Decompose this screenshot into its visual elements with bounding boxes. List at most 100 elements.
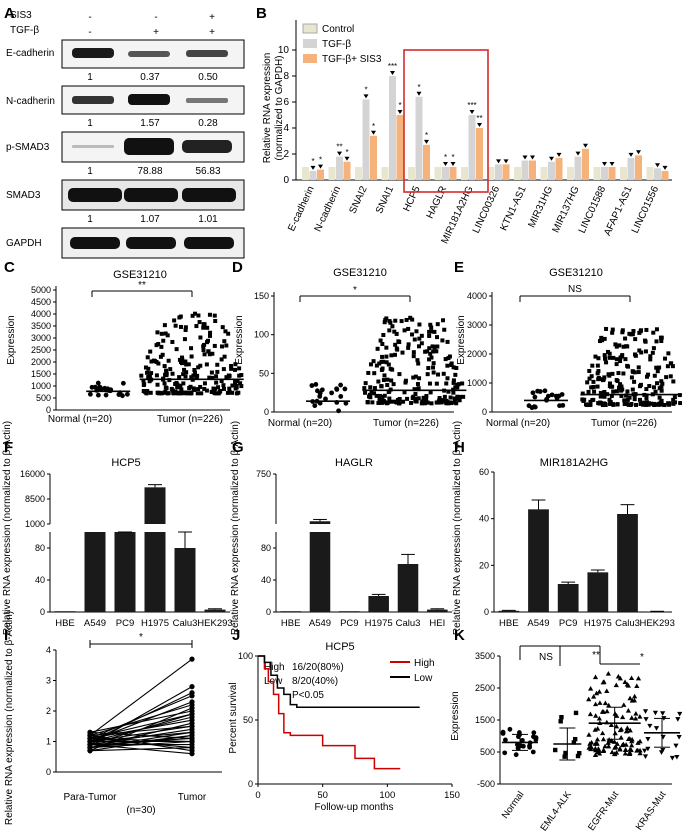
- blot-value: 1.57: [140, 118, 160, 129]
- c-plot-point-tumor: [164, 373, 169, 378]
- c-plot-point-tumor: [234, 391, 239, 396]
- blot-band: [128, 51, 170, 57]
- c-plot-point-tumor: [209, 389, 214, 394]
- b-ylabel-1: Relative RNA expression: [262, 53, 273, 164]
- d-plot-point-tumor: [400, 350, 405, 355]
- i-point-para: [87, 735, 93, 742]
- e-plot-point-tumor: [652, 401, 657, 406]
- e-plot-ytick-label: 1000: [467, 378, 487, 388]
- e-plot-point-tumor: [590, 363, 595, 368]
- k-ylabel: Expression: [450, 691, 461, 740]
- g-plot-bar-lower: [339, 611, 360, 612]
- c-plot-point-tumor: [192, 370, 197, 375]
- d-plot-point-tumor: [372, 386, 377, 391]
- d-plot-point-tumor: [451, 365, 456, 370]
- panel-label-h: H: [454, 439, 465, 456]
- k-point-egfr: [629, 715, 635, 720]
- d-plot-point-normal: [342, 386, 348, 392]
- k-point-egfr: [617, 745, 623, 751]
- e-plot-point-tumor: [624, 344, 629, 349]
- d-plot-point-tumor: [444, 401, 449, 406]
- b-star: *: [425, 131, 428, 140]
- k-point-egfr: [602, 700, 609, 706]
- e-plot-point-tumor: [644, 387, 649, 392]
- d-plot-point-tumor: [414, 399, 419, 404]
- c-plot-point-tumor: [179, 355, 184, 360]
- h-bar: [557, 584, 579, 612]
- i-n-label: (n=30): [126, 805, 155, 816]
- e-plot-point-tumor: [621, 344, 626, 349]
- k-point-egfr: [629, 697, 635, 703]
- k-point-egfr: [629, 742, 635, 748]
- c-plot-point-tumor: [142, 382, 147, 387]
- c-plot-ytick-label: 2000: [31, 357, 51, 367]
- c-plot-ytick-label: 3500: [31, 321, 51, 331]
- k-point-egfr: [586, 745, 592, 750]
- d-plot-point-tumor: [406, 342, 411, 347]
- k-point-eml4: [575, 753, 581, 759]
- panel-h: H MIR181A2HG Relative RNA expression (no…: [452, 421, 675, 635]
- tgf-mark-2: +: [153, 27, 159, 38]
- c-plot-ytick-label: 1500: [31, 369, 51, 379]
- k-point-kras: [675, 717, 681, 722]
- c-plot-point-tumor: [166, 358, 171, 363]
- k-category-label: EML4-ALK: [538, 789, 574, 833]
- panel-f: F HCP5 Relative RNA expression (normaliz…: [2, 421, 233, 635]
- e-plot-point-tumor: [636, 370, 641, 375]
- k-point-egfr: [625, 707, 631, 713]
- d-plot-point-tumor: [460, 381, 465, 386]
- e-plot-point-tumor: [659, 379, 664, 384]
- c-plot-point-tumor: [202, 352, 207, 357]
- d-plot-point-tumor: [417, 336, 422, 341]
- e-plot-point-tumor: [607, 355, 612, 360]
- d-plot-point-tumor: [389, 378, 394, 383]
- e-plot-point-tumor: [646, 372, 651, 377]
- b-bar-control: [487, 167, 495, 180]
- k-point-egfr: [613, 682, 619, 688]
- d-plot-point-tumor: [440, 338, 445, 343]
- d-plot-point-normal: [317, 400, 323, 406]
- e-plot-point-tumor: [643, 401, 648, 406]
- k-point-normal: [516, 730, 522, 735]
- c-plot-point-normal: [98, 386, 104, 392]
- k-point-egfr: [595, 726, 601, 731]
- d-plot-point-tumor: [419, 341, 424, 346]
- c-plot-point-tumor: [215, 369, 220, 374]
- panel-label-a: A: [4, 5, 15, 22]
- d-plot-point-tumor: [429, 401, 434, 406]
- i-ytick-label: 4: [46, 645, 51, 655]
- k-point-egfr: [635, 740, 641, 745]
- d-plot-point-tumor: [371, 359, 376, 364]
- k-point-egfr: [602, 743, 608, 749]
- k-point-kras: [645, 737, 651, 742]
- e-plot-point-tumor: [633, 337, 638, 342]
- c-plot-point-tumor: [227, 390, 232, 395]
- e-plot-point-tumor: [614, 344, 619, 349]
- c-plot-point-tumor: [198, 363, 203, 368]
- d-significance: *: [353, 285, 357, 296]
- b-error-marker: [636, 150, 641, 155]
- i-pair-line: [89, 737, 193, 746]
- c-plot-point-tumor: [219, 357, 224, 362]
- k-point-eml4: [573, 710, 579, 716]
- h-bar: [528, 509, 549, 612]
- e-plot-point-tumor: [678, 401, 682, 406]
- c-plot-point-tumor: [206, 349, 211, 354]
- k-point-egfr: [637, 750, 643, 756]
- b-bar-tgfsis3: [608, 167, 616, 180]
- k-point-egfr: [635, 747, 641, 753]
- c-plot-point-tumor: [234, 383, 239, 388]
- b-bar-tgfsis3: [317, 169, 324, 180]
- k-point-egfr: [621, 702, 627, 707]
- h-category-label: HBE: [499, 618, 519, 629]
- k-point-egfr: [595, 746, 602, 751]
- tgf-mark-3: +: [209, 27, 215, 38]
- g-plot-category-label: HEI: [429, 618, 445, 629]
- k-category-label: KRAS-Mut: [634, 789, 669, 832]
- e-plot-ytick-label: 3000: [467, 320, 487, 330]
- d-plot-point-tumor: [412, 387, 417, 392]
- d-plot-point-normal: [336, 408, 341, 414]
- j-xtick-label: 0: [255, 790, 260, 801]
- d-plot-point-tumor: [413, 374, 418, 379]
- e-plot-point-tumor: [598, 390, 603, 395]
